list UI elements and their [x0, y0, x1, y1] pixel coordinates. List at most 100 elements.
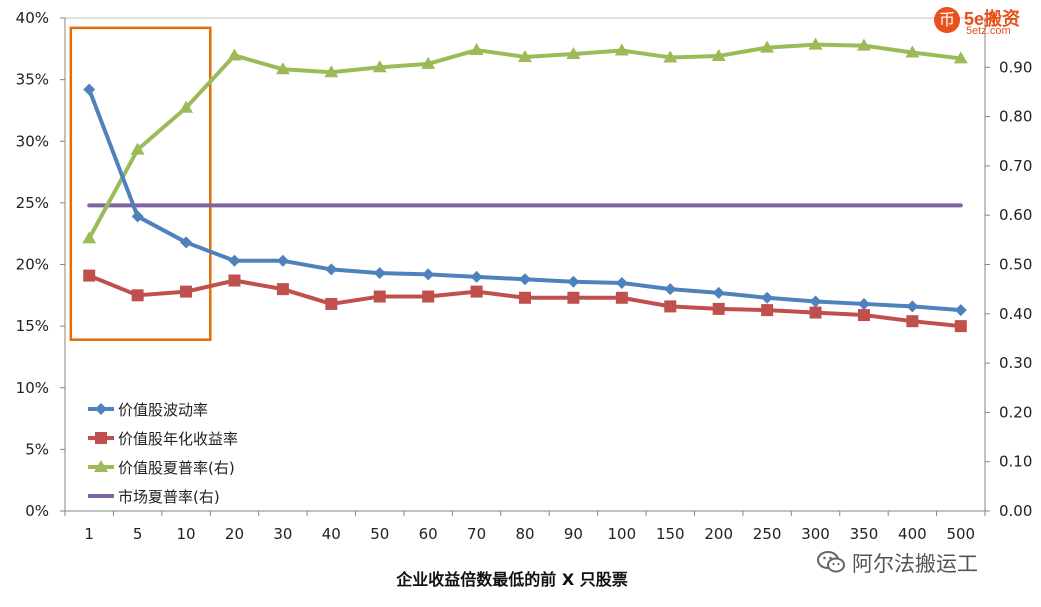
data-point	[809, 306, 822, 319]
y-left-tick-label: 10%	[16, 379, 49, 397]
x-tick-label: 1	[84, 525, 94, 543]
y-right-tick-label: 0.10	[999, 453, 1032, 471]
logo-coin-icon: 币	[934, 7, 960, 33]
x-tick-label: 150	[656, 525, 685, 543]
data-point	[712, 286, 725, 299]
data-point	[615, 291, 628, 304]
legend-marker	[94, 460, 108, 472]
legend-marker	[95, 432, 107, 444]
data-point	[712, 302, 725, 315]
data-point	[228, 254, 241, 267]
data-point	[615, 276, 628, 289]
x-tick-label: 40	[322, 525, 341, 543]
legend-item-1: 价值股年化收益率	[88, 430, 238, 448]
y-right-tick-label: 0.30	[999, 354, 1032, 372]
axes: 0% 5% 10% 15% 20% 25% 30% 35% 40% 0.00 0.10 0.20 0.3…	[16, 9, 1033, 543]
legend-item-0: 价值股波动率	[88, 401, 208, 419]
x-tick-label: 100	[608, 525, 637, 543]
data-point	[180, 285, 193, 298]
data-point	[906, 315, 919, 328]
y-left-tick-label: 5%	[25, 440, 49, 458]
data-point	[761, 304, 774, 317]
y-left-tick-label: 30%	[16, 132, 49, 150]
legend-item-3: 市场夏普率(右)	[88, 488, 220, 506]
series-layer	[82, 37, 968, 333]
x-tick-label: 70	[467, 525, 486, 543]
legend-item-2: 价值股夏普率(右)	[88, 459, 235, 477]
legend-label: 市场夏普率(右)	[118, 488, 220, 506]
data-point	[324, 65, 339, 78]
data-point	[761, 291, 774, 304]
data-point	[83, 269, 96, 282]
y-right-tick-label: 0.70	[999, 157, 1032, 175]
y-left-tick-label: 0%	[25, 502, 49, 520]
x-tick-label: 300	[801, 525, 830, 543]
data-point	[180, 236, 193, 249]
y-right-tick-label: 0.00	[999, 502, 1032, 520]
data-point	[519, 273, 531, 286]
data-point	[567, 275, 580, 288]
x-tick-label: 20	[225, 525, 244, 543]
data-point	[856, 38, 871, 51]
data-point	[954, 304, 967, 317]
data-point	[131, 289, 144, 302]
x-tick-label: 400	[898, 525, 927, 543]
data-point	[954, 320, 967, 333]
x-tick-label: 80	[515, 525, 534, 543]
data-point	[953, 51, 968, 64]
x-tick-label: 500	[946, 525, 975, 543]
y-left-tick-label: 35%	[16, 71, 49, 89]
data-point	[664, 300, 677, 313]
data-point	[857, 297, 870, 310]
highlight-box	[69, 26, 212, 341]
data-point	[130, 142, 145, 155]
data-point	[519, 291, 531, 304]
data-point	[179, 100, 194, 113]
data-point	[470, 285, 483, 298]
data-point	[808, 37, 823, 50]
data-point	[567, 291, 580, 304]
y-left-tick-label: 40%	[16, 9, 49, 27]
data-point	[422, 290, 435, 303]
data-point	[372, 60, 387, 73]
data-point	[276, 283, 289, 296]
y-right-tick-label: 0.20	[999, 403, 1032, 421]
x-tick-label: 60	[419, 525, 438, 543]
data-point	[276, 254, 289, 267]
data-point	[614, 43, 629, 56]
y-left-tick-label: 20%	[16, 256, 49, 274]
x-tick-label: 350	[850, 525, 879, 543]
x-axis-title: 企业收益倍数最低的前 X 只股票	[395, 570, 627, 589]
logo-url-text: 5etz.com	[966, 25, 1011, 37]
y-right-tick-label: 0.50	[999, 256, 1032, 274]
logo-main-text: 5e搬资	[964, 9, 1021, 29]
x-tick-label: 30	[273, 525, 292, 543]
site-logo[interactable]: 币 5e搬资 5etz.com	[934, 5, 1036, 37]
data-point	[906, 300, 919, 313]
data-point	[325, 297, 338, 310]
x-tick-label: 50	[370, 525, 389, 543]
data-point	[566, 46, 581, 59]
data-point	[711, 48, 726, 61]
data-point	[518, 49, 532, 62]
data-point	[83, 83, 96, 96]
x-tick-label: 5	[133, 525, 143, 543]
data-point	[421, 56, 436, 69]
data-point	[857, 309, 870, 322]
y-right-tick-label: 0.90	[999, 58, 1032, 76]
data-point	[275, 62, 290, 75]
legend-label: 价值股波动率	[118, 401, 208, 419]
data-point	[422, 268, 435, 281]
data-point	[373, 290, 386, 303]
x-tick-label: 200	[704, 525, 733, 543]
y-right-tick-label: 0.40	[999, 305, 1032, 323]
x-tick-label: 250	[753, 525, 782, 543]
data-point	[82, 231, 97, 244]
data-point	[325, 263, 338, 276]
data-point	[905, 45, 920, 58]
y-right-tick-label: 0.60	[999, 206, 1032, 224]
data-point	[809, 295, 822, 308]
data-point	[664, 283, 677, 296]
